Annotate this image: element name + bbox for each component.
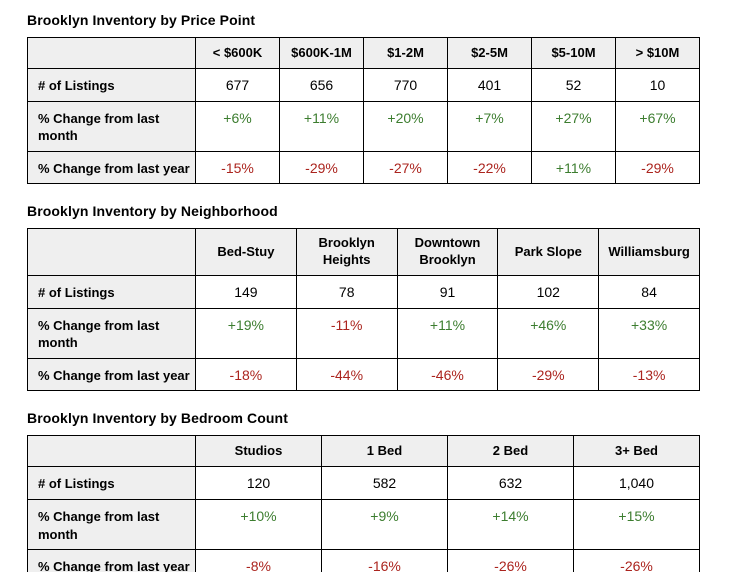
value-cell: 149 <box>195 275 297 309</box>
table-row: % Change from last month +10% +9% +14% +15% <box>27 498 700 551</box>
value-cell: -13% <box>598 357 700 392</box>
value-cell: -11% <box>295 307 398 359</box>
value-cell: 632 <box>447 466 574 500</box>
column-header: < $600K <box>195 37 280 70</box>
row-label: # of Listings <box>27 466 196 500</box>
value-cell: +46% <box>497 307 600 359</box>
table-row: # of Listings 120 582 632 1,040 <box>27 466 700 500</box>
value-cell: 120 <box>195 466 322 500</box>
header-row: Bed-Stuy Brooklyn Heights Downtown Brooklyn P… <box>27 228 700 277</box>
value-cell: -26% <box>573 549 700 572</box>
value-cell: 770 <box>363 68 448 102</box>
table-row: % Change from last year -18% -44% -46% -29% -… <box>27 357 700 392</box>
column-header: 3+ Bed <box>573 435 700 468</box>
value-cell: -26% <box>447 549 574 572</box>
value-cell: +10% <box>195 498 322 551</box>
value-cell: 91 <box>396 275 499 309</box>
table-section-2: Brooklyn Inventory by Neighborhood Bed-St… <box>27 203 700 392</box>
table-row: # of Listings 677 656 770 401 52 10 <box>27 68 700 102</box>
table-title: Brooklyn Inventory by Neighborhood <box>27 203 278 220</box>
table-section-1: Brooklyn Inventory by Price Point < $600K… <box>27 12 700 185</box>
column-header: Downtown Brooklyn <box>396 228 499 277</box>
column-header: Williamsburg <box>598 228 700 277</box>
column-header: Park Slope <box>497 228 600 277</box>
value-cell: -29% <box>279 150 364 185</box>
value-cell: -22% <box>447 150 532 185</box>
row-label: % Change from last year <box>27 150 196 185</box>
value-cell: -15% <box>195 150 280 185</box>
column-header: $5-10M <box>531 37 616 70</box>
row-label: % Change from last year <box>27 357 196 392</box>
data-table: Bed-Stuy Brooklyn Heights Downtown Brooklyn P… <box>27 228 700 392</box>
value-cell: +33% <box>598 307 700 359</box>
value-cell: -29% <box>615 150 700 185</box>
table-title: Brooklyn Inventory by Bedroom Count <box>27 410 288 427</box>
value-cell: +19% <box>195 307 297 359</box>
table-row: % Change from last month +19% -11% +11% +46% +… <box>27 307 700 359</box>
column-header: Bed-Stuy <box>195 228 297 277</box>
row-label: % Change from last month <box>27 100 196 152</box>
value-cell: +27% <box>531 100 616 152</box>
value-cell: +11% <box>531 150 616 185</box>
column-header: 1 Bed <box>321 435 448 468</box>
value-cell: -29% <box>497 357 600 392</box>
header-row: < $600K $600K-1M $1-2M $2-5M $5-10M > $10M <box>27 37 700 70</box>
value-cell: +14% <box>447 498 574 551</box>
value-cell: 1,040 <box>573 466 700 500</box>
column-header: Brooklyn Heights <box>295 228 398 277</box>
table-title: Brooklyn Inventory by Price Point <box>27 12 256 28</box>
value-cell: -27% <box>363 150 448 185</box>
value-cell: 84 <box>598 275 700 309</box>
row-label: % Change from last month <box>27 307 196 359</box>
row-label: % Change from last month <box>27 498 196 551</box>
column-header: Studios <box>195 435 322 468</box>
value-cell: +11% <box>279 100 364 152</box>
value-cell: -46% <box>396 357 499 392</box>
report-tables-container: Brooklyn Inventory by Price Point < $600K… <box>27 12 700 572</box>
value-cell: 401 <box>447 68 532 102</box>
column-header: $1-2M <box>363 37 448 70</box>
value-cell: -44% <box>295 357 398 392</box>
row-label: # of Listings <box>27 68 196 102</box>
value-cell: +6% <box>195 100 280 152</box>
value-cell: -16% <box>321 549 448 572</box>
value-cell: 52 <box>531 68 616 102</box>
table-row: % Change from last year -8% -16% -26% -26% <box>27 549 700 572</box>
value-cell: +67% <box>615 100 700 152</box>
table-row: % Change from last year -15% -29% -27% -22% +… <box>27 150 700 185</box>
table-section-3: Brooklyn Inventory by Bedroom Count Studi… <box>27 410 700 572</box>
table-row: # of Listings 149 78 91 102 84 <box>27 275 700 309</box>
value-cell: 677 <box>195 68 280 102</box>
corner-cell <box>27 37 196 70</box>
value-cell: 10 <box>615 68 700 102</box>
value-cell: 582 <box>321 466 448 500</box>
row-label: % Change from last year <box>27 549 196 572</box>
corner-cell <box>27 228 196 277</box>
value-cell: +15% <box>573 498 700 551</box>
row-label: # of Listings <box>27 275 196 309</box>
value-cell: 78 <box>295 275 398 309</box>
value-cell: +9% <box>321 498 448 551</box>
value-cell: -18% <box>195 357 297 392</box>
value-cell: +7% <box>447 100 532 152</box>
data-table: Studios 1 Bed 2 Bed 3+ Bed # of Listings 120 5… <box>27 435 700 572</box>
data-table: < $600K $600K-1M $1-2M $2-5M $5-10M > $10M # o… <box>27 37 700 185</box>
corner-cell <box>27 435 196 468</box>
column-header: $2-5M <box>447 37 532 70</box>
value-cell: +11% <box>396 307 499 359</box>
value-cell: 656 <box>279 68 364 102</box>
value-cell: +20% <box>363 100 448 152</box>
column-header: $600K-1M <box>279 37 364 70</box>
table-row: % Change from last month +6% +11% +20% +7% +27… <box>27 100 700 152</box>
column-header: > $10M <box>615 37 700 70</box>
value-cell: -8% <box>195 549 322 572</box>
value-cell: 102 <box>497 275 600 309</box>
column-header: 2 Bed <box>447 435 574 468</box>
header-row: Studios 1 Bed 2 Bed 3+ Bed <box>27 435 700 468</box>
